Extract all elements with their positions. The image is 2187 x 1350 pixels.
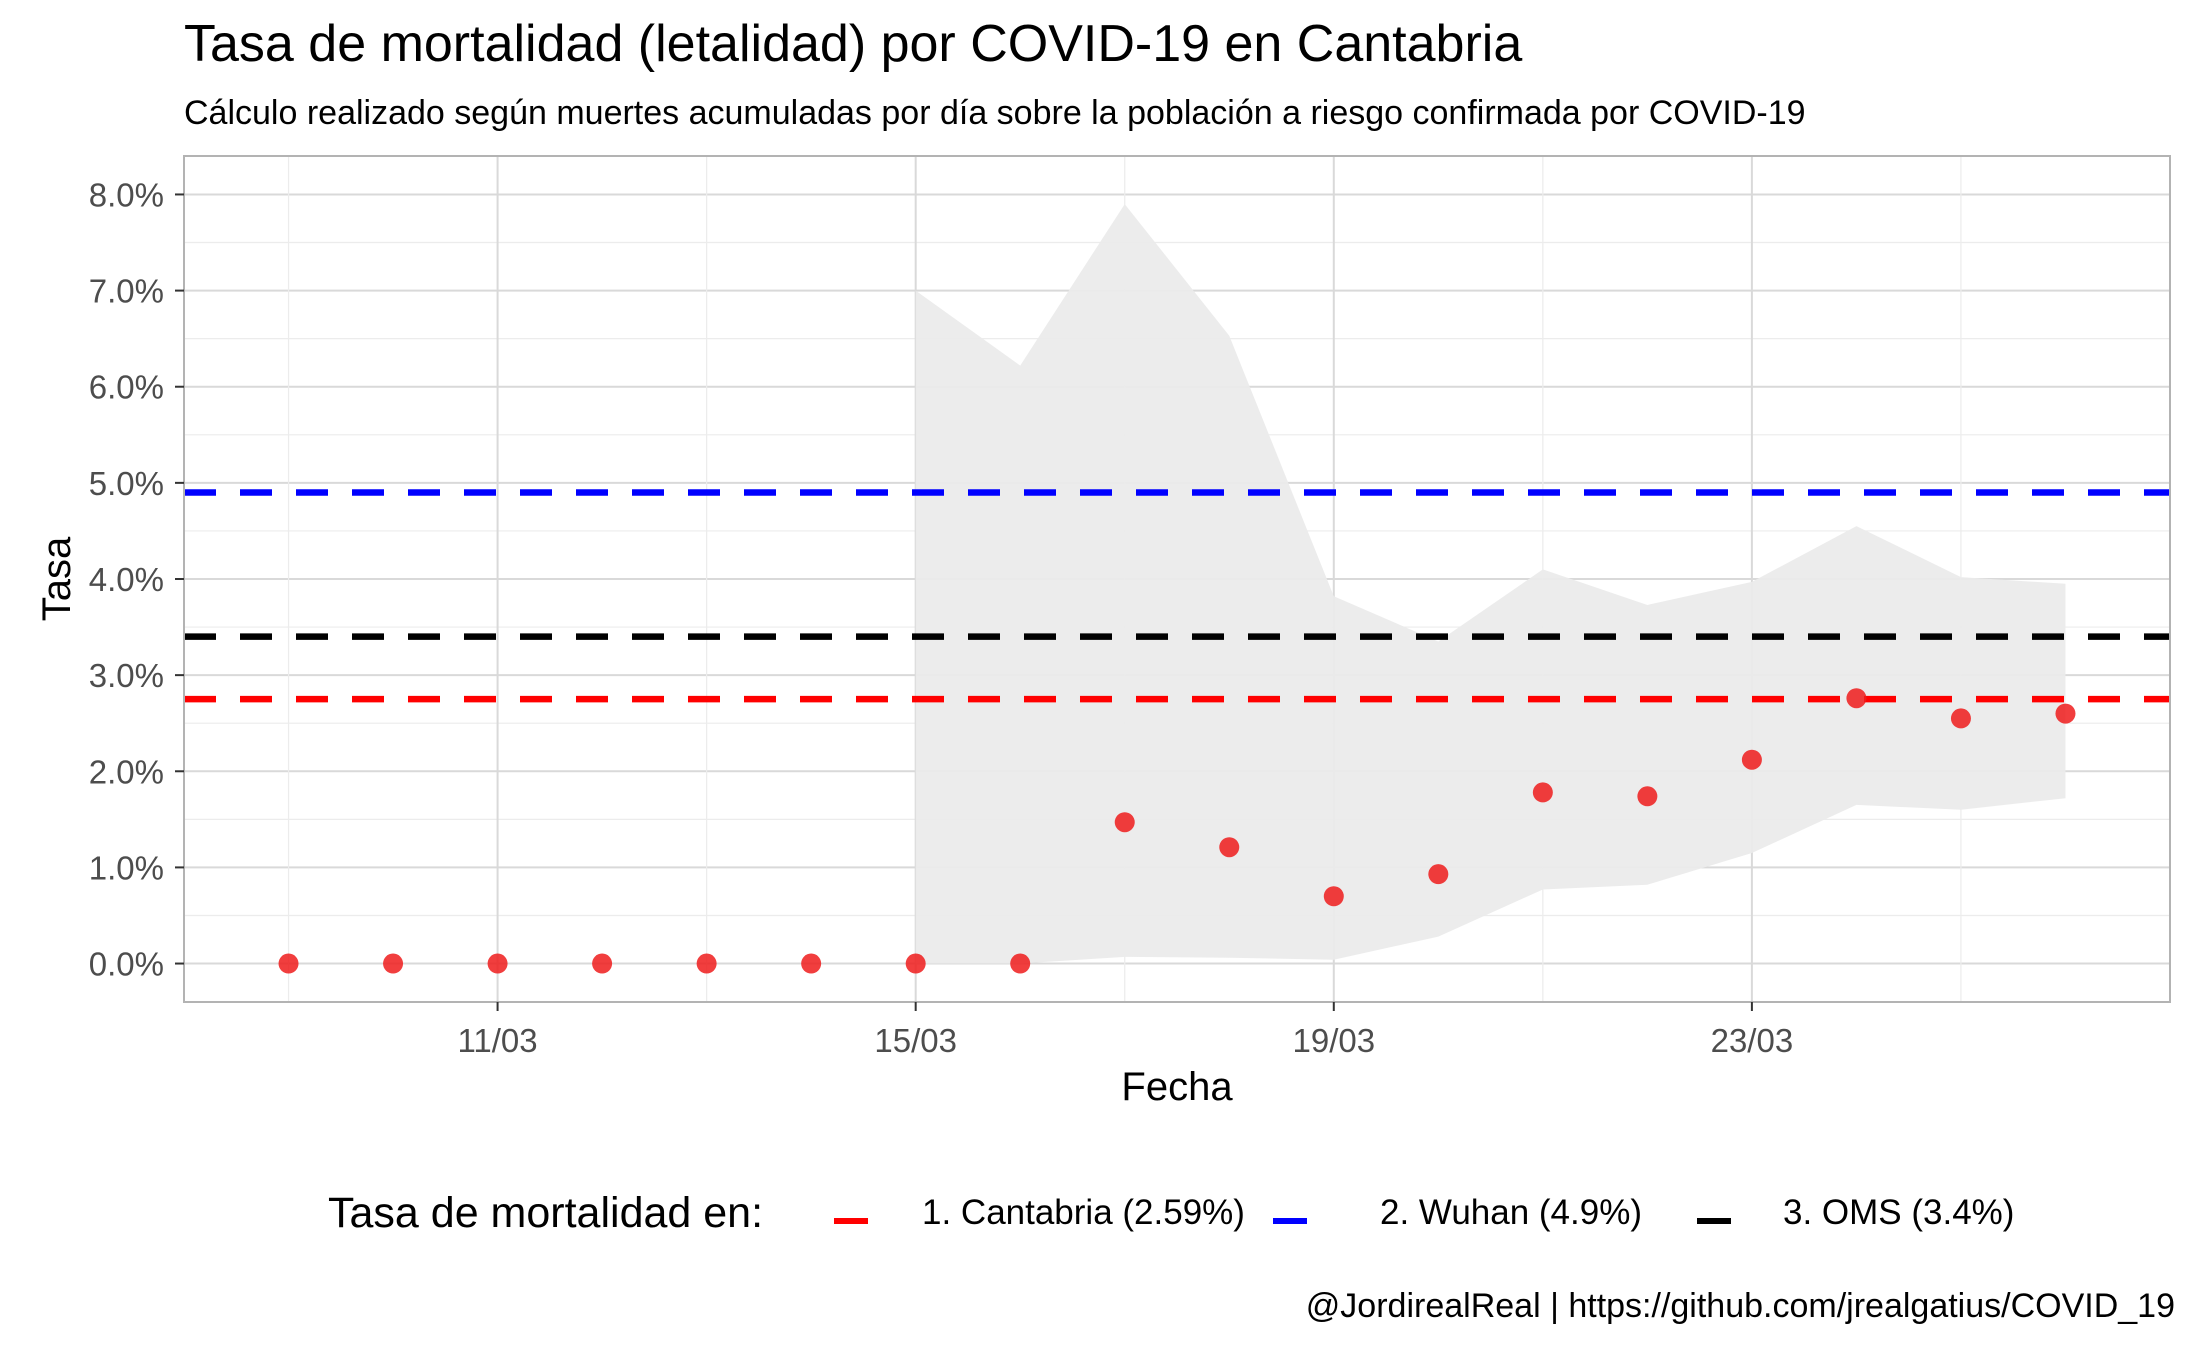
x-axis-ticks: 11/03 15/03 19/03 23/03 [458,1002,1794,1059]
data-point [1010,953,1031,974]
data-point [1219,837,1240,858]
data-point [1637,786,1658,807]
data-point [1323,886,1344,907]
chart-title: Tasa de mortalidad (letalidad) por COVID… [184,15,1523,73]
x-tick-label: 19/03 [1292,1022,1375,1059]
y-tick-label: 7.0% [89,273,164,310]
legend-key-cantabria [834,1218,868,1224]
caption: @JordirealReal | https://github.com/jrea… [1305,1287,2175,1325]
x-tick-label: 23/03 [1711,1022,1794,1059]
legend-title: Tasa de mortalidad en: [328,1189,764,1237]
legend-label-oms: 3. OMS (3.4%) [1783,1193,2015,1232]
legend-label-wuhan: 2. Wuhan (4.9%) [1380,1193,1642,1232]
y-tick-label: 4.0% [89,561,164,598]
data-point [1114,812,1135,833]
data-point [1532,782,1553,803]
y-tick-label: 5.0% [89,465,164,502]
data-point [1846,688,1867,709]
data-point [278,953,299,974]
data-point [1950,708,1971,729]
y-tick-label: 6.0% [89,369,164,406]
legend-key-wuhan [1273,1218,1307,1224]
reference-lines [184,489,2170,703]
y-tick-label: 0.0% [89,946,164,983]
data-point [1428,864,1449,885]
data-point [905,953,926,974]
data-point [2055,703,2076,724]
x-tick-label: 11/03 [458,1022,538,1059]
data-point [383,953,404,974]
legend: Tasa de mortalidad en: 1. Cantabria (2.5… [0,1185,2187,1255]
legend-label-cantabria: 1. Cantabria (2.59%) [922,1193,1245,1232]
y-axis-title: Tasa [35,536,79,621]
chart-subtitle: Cálculo realizado según muertes acumulad… [184,94,1806,132]
confidence-band [915,204,2066,964]
legend-key-oms [1697,1218,1731,1224]
x-tick-label: 15/03 [874,1022,957,1059]
y-tick-label: 1.0% [89,849,164,886]
data-point [487,953,508,974]
y-tick-label: 2.0% [89,753,164,790]
data-point [1741,749,1762,770]
y-tick-label: 3.0% [89,657,164,694]
data-point [801,953,822,974]
y-tick-label: 8.0% [89,176,164,213]
x-axis-title: Fecha [1121,1065,1233,1109]
y-axis-ticks: 0.0% 1.0% 2.0% 3.0% 4.0% 5.0% 6.0% 7.0% 8.0% [89,176,184,983]
data-point [592,953,613,974]
data-points [278,688,2076,974]
data-point [696,953,717,974]
confidence-band-area [915,204,2066,964]
